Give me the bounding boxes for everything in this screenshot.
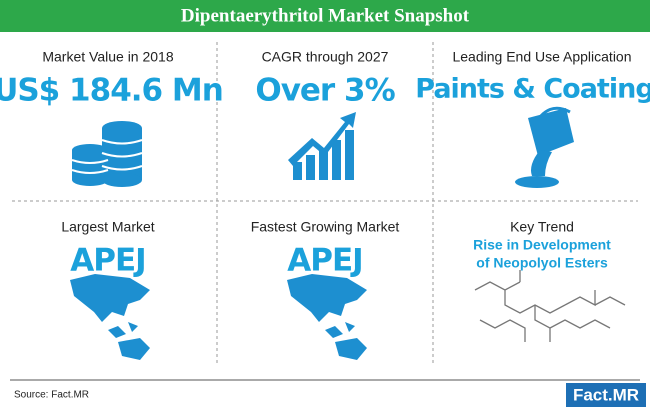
growth-icon <box>288 112 356 180</box>
map-icon <box>287 274 367 360</box>
cell-label: Market Value in 2018 <box>42 49 173 65</box>
cell-label: Key Trend <box>510 219 574 235</box>
coins-icon <box>71 121 143 187</box>
cell-value: APEJ <box>70 243 145 279</box>
chemical-structure <box>474 270 626 342</box>
cell-value: US$ 184.6 Mn <box>0 73 223 109</box>
cell-value: APEJ <box>287 243 362 279</box>
paint-icon <box>515 106 574 188</box>
header-bar <box>0 0 650 32</box>
trend-line: Rise in Development <box>473 237 611 253</box>
cell-value: Paints & Coatings <box>415 74 650 105</box>
source: Source: Fact.MR <box>14 390 89 401</box>
cell-value: Over 3% <box>255 73 395 109</box>
map-icon <box>70 274 150 360</box>
cell-label: CAGR through 2027 <box>262 49 389 65</box>
logo-box <box>566 383 646 407</box>
logo: Fact.MR <box>573 385 639 404</box>
cell-label: Fastest Growing Market <box>251 219 400 235</box>
cell-label: Largest Market <box>61 219 154 235</box>
trend-line: of Neopolyol Esters <box>476 255 608 271</box>
title: Dipentaerythritol Market Snapshot <box>181 5 470 26</box>
cell-label: Leading End Use Application <box>452 49 631 65</box>
